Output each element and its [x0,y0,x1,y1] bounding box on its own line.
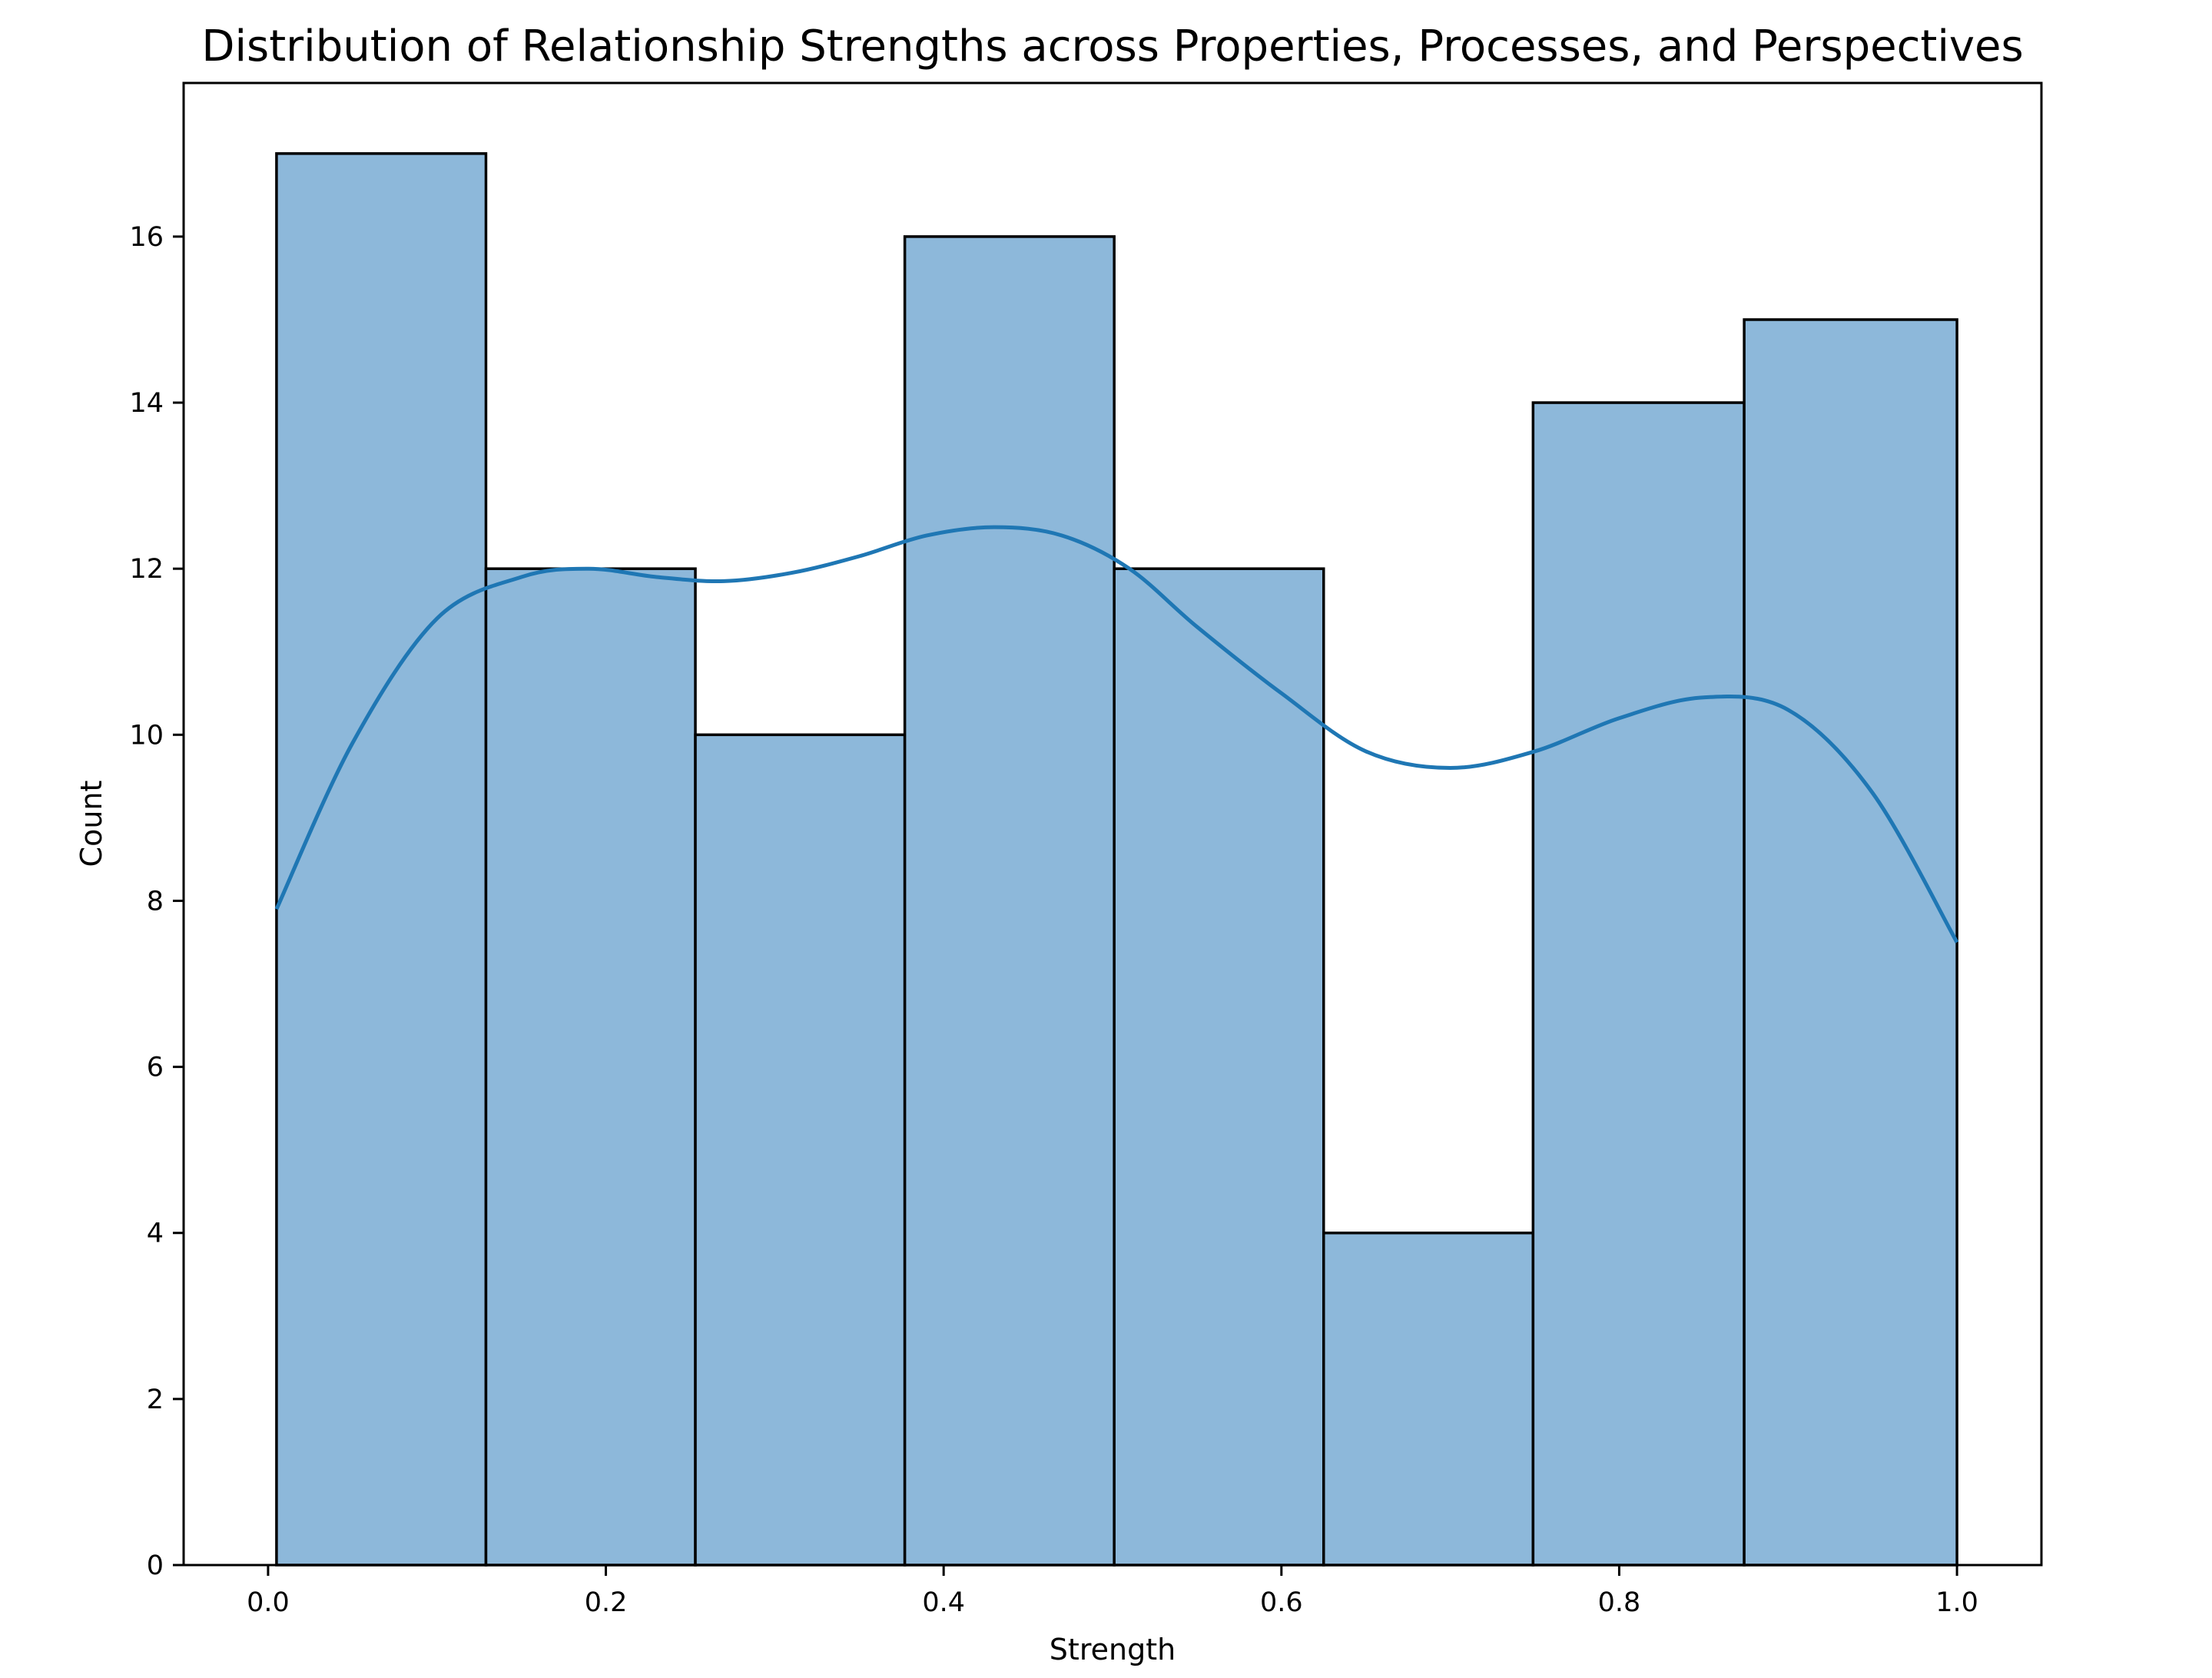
x-axis-ticks: 0.0 0.2 0.4 0.6 0.8 1.0 [247,1565,1978,1618]
histogram-bar-4 [903,235,1116,1567]
histogram-bar-2 [484,567,697,1567]
y-tick-label: 0 [147,1550,164,1581]
histogram-bar-5 [1113,567,1325,1567]
histogram-bar-1 [275,152,488,1567]
x-tick-label: 0.4 [922,1587,965,1618]
y-axis-ticks: 0 2 4 6 8 10 12 14 16 [129,222,184,1581]
y-tick-label: 10 [129,720,164,751]
y-axis-label: Count [75,781,108,867]
x-tick-label: 0.6 [1260,1587,1303,1618]
y-tick-label: 14 [129,388,164,419]
kde-curve [274,525,1959,943]
y-tick-label: 2 [147,1385,164,1415]
chart-title: Distribution of Relationship Strengths a… [201,22,2023,71]
x-axis-label: Strength [1050,1633,1176,1666]
histogram-bar-6 [1322,1231,1535,1567]
x-tick-label: 0.0 [247,1587,290,1618]
y-tick-label: 12 [129,554,164,585]
kde-layer [274,525,1959,943]
y-tick-label: 8 [147,886,164,917]
y-tick-label: 16 [129,222,164,253]
y-tick-label: 6 [147,1053,164,1083]
histogram-bar-8 [1743,318,1958,1567]
histogram-bar-3 [694,733,907,1567]
histogram-bar-7 [1531,401,1746,1567]
x-tick-label: 0.8 [1598,1587,1641,1618]
y-tick-label: 4 [147,1219,164,1249]
plot-frame [182,81,2043,1567]
x-tick-label: 1.0 [1935,1587,1978,1618]
x-tick-label: 0.2 [585,1587,628,1618]
bars-layer [275,152,1958,1567]
